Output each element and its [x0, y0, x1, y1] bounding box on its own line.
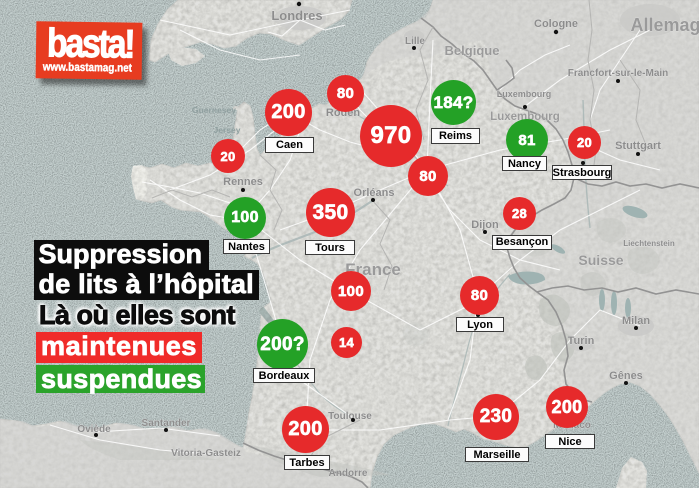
svg-text:Lille: Lille: [405, 36, 425, 47]
svg-text:Luxembourg: Luxembourg: [497, 89, 552, 99]
svg-text:Milan: Milan: [622, 315, 650, 327]
svg-text:Dijon: Dijon: [471, 219, 499, 231]
svg-text:Vitoria-Gasteiz: Vitoria-Gasteiz: [171, 448, 241, 459]
svg-text:Suisse: Suisse: [578, 252, 623, 268]
svg-text:Andorre: Andorre: [329, 468, 368, 479]
svg-text:Allemagne: Allemagne: [630, 15, 699, 35]
svg-text:Orléans: Orléans: [354, 187, 395, 199]
svg-text:Belgique: Belgique: [445, 43, 500, 58]
svg-text:Liechtenstein: Liechtenstein: [623, 239, 675, 248]
svg-text:Turin: Turin: [568, 335, 595, 347]
svg-text:Gênes: Gênes: [609, 370, 643, 382]
svg-text:Santander: Santander: [142, 418, 191, 429]
svg-text:Cologne: Cologne: [534, 18, 578, 30]
svg-text:Oviède: Oviède: [77, 424, 111, 435]
svg-text:Jersey: Jersey: [214, 125, 241, 135]
svg-text:Toulouse: Toulouse: [328, 411, 372, 422]
svg-text:Stuttgart: Stuttgart: [615, 140, 661, 152]
svg-text:Luxembourg: Luxembourg: [490, 111, 560, 123]
svg-text:Rennes: Rennes: [223, 176, 263, 188]
svg-text:Londres: Londres: [271, 8, 322, 23]
svg-text:Guernesey: Guernesey: [192, 105, 236, 115]
svg-text:Francfort-sur-le-Main: Francfort-sur-le-Main: [568, 68, 669, 79]
